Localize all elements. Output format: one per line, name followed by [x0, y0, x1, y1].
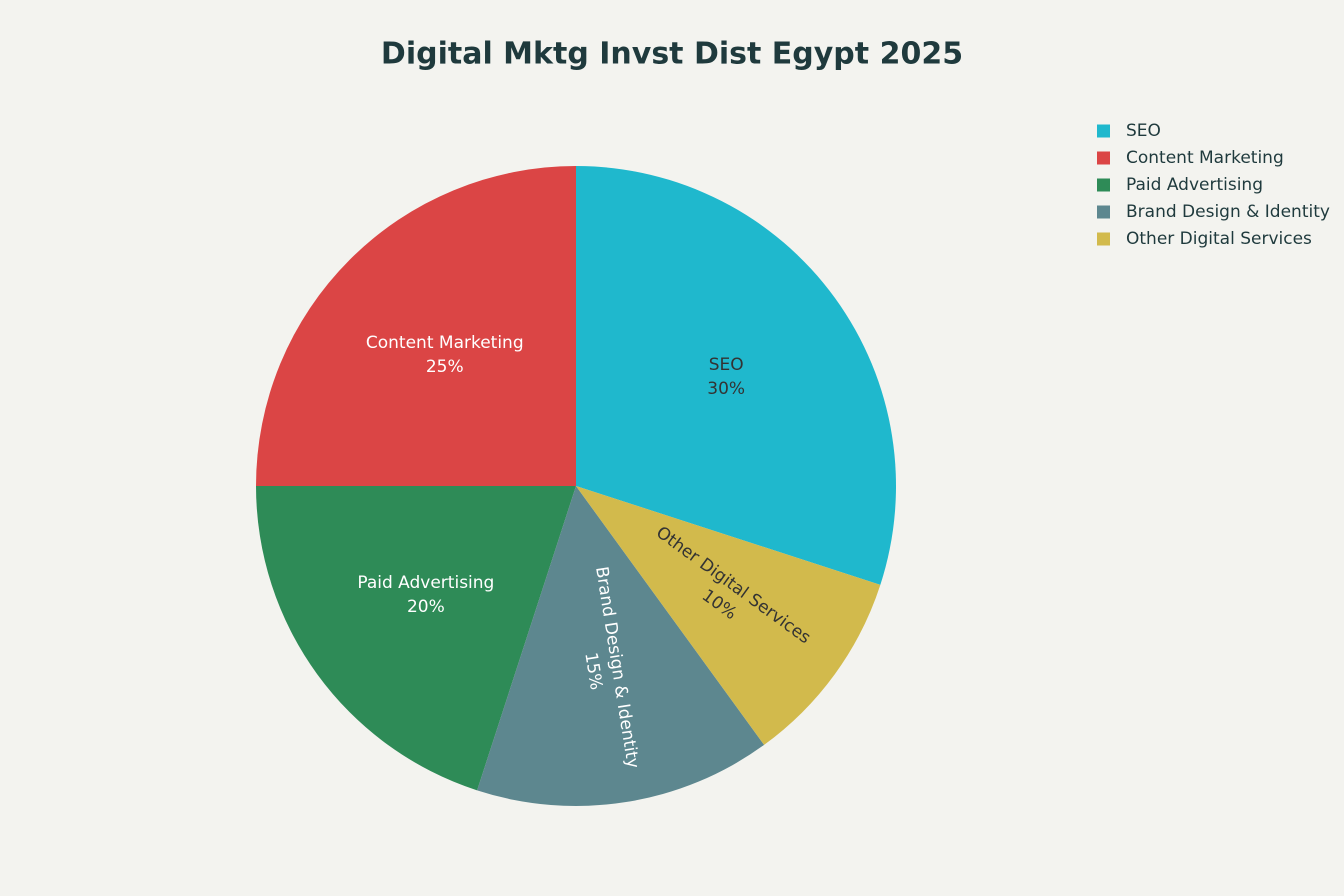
legend-label: Other Digital Services: [1126, 229, 1312, 249]
pie-slice: [256, 166, 576, 486]
legend-label: Content Marketing: [1126, 148, 1284, 168]
legend-swatch: [1097, 124, 1110, 138]
legend-swatch: [1097, 151, 1110, 165]
slice-label: Content Marketing 25%: [366, 333, 524, 377]
legend-swatch: [1097, 205, 1110, 219]
legend-swatch: [1097, 232, 1110, 246]
pie-slice: [477, 486, 765, 806]
slice-label-name: SEO: [709, 355, 744, 375]
legend-swatch: [1097, 178, 1110, 192]
pie-slice: [256, 486, 576, 791]
legend-label: SEO: [1126, 121, 1161, 141]
slice-label-name: Content Marketing: [366, 333, 524, 353]
slice-label: SEO 30%: [707, 355, 745, 399]
legend-label: Brand Design & Identity: [1126, 202, 1330, 222]
pie-slice: [576, 486, 881, 745]
slice-label: Paid Advertising 20%: [357, 573, 494, 617]
slice-label-value: 20%: [407, 597, 445, 617]
slice-label-value: 25%: [426, 357, 464, 377]
chart-title: Digital Mktg Invst Dist Egypt 2025: [381, 37, 963, 72]
pie-slice: [576, 166, 896, 585]
slice-label-value: 30%: [707, 379, 745, 399]
legend-label: Paid Advertising: [1126, 175, 1263, 195]
slice-label-name: Paid Advertising: [357, 573, 494, 593]
